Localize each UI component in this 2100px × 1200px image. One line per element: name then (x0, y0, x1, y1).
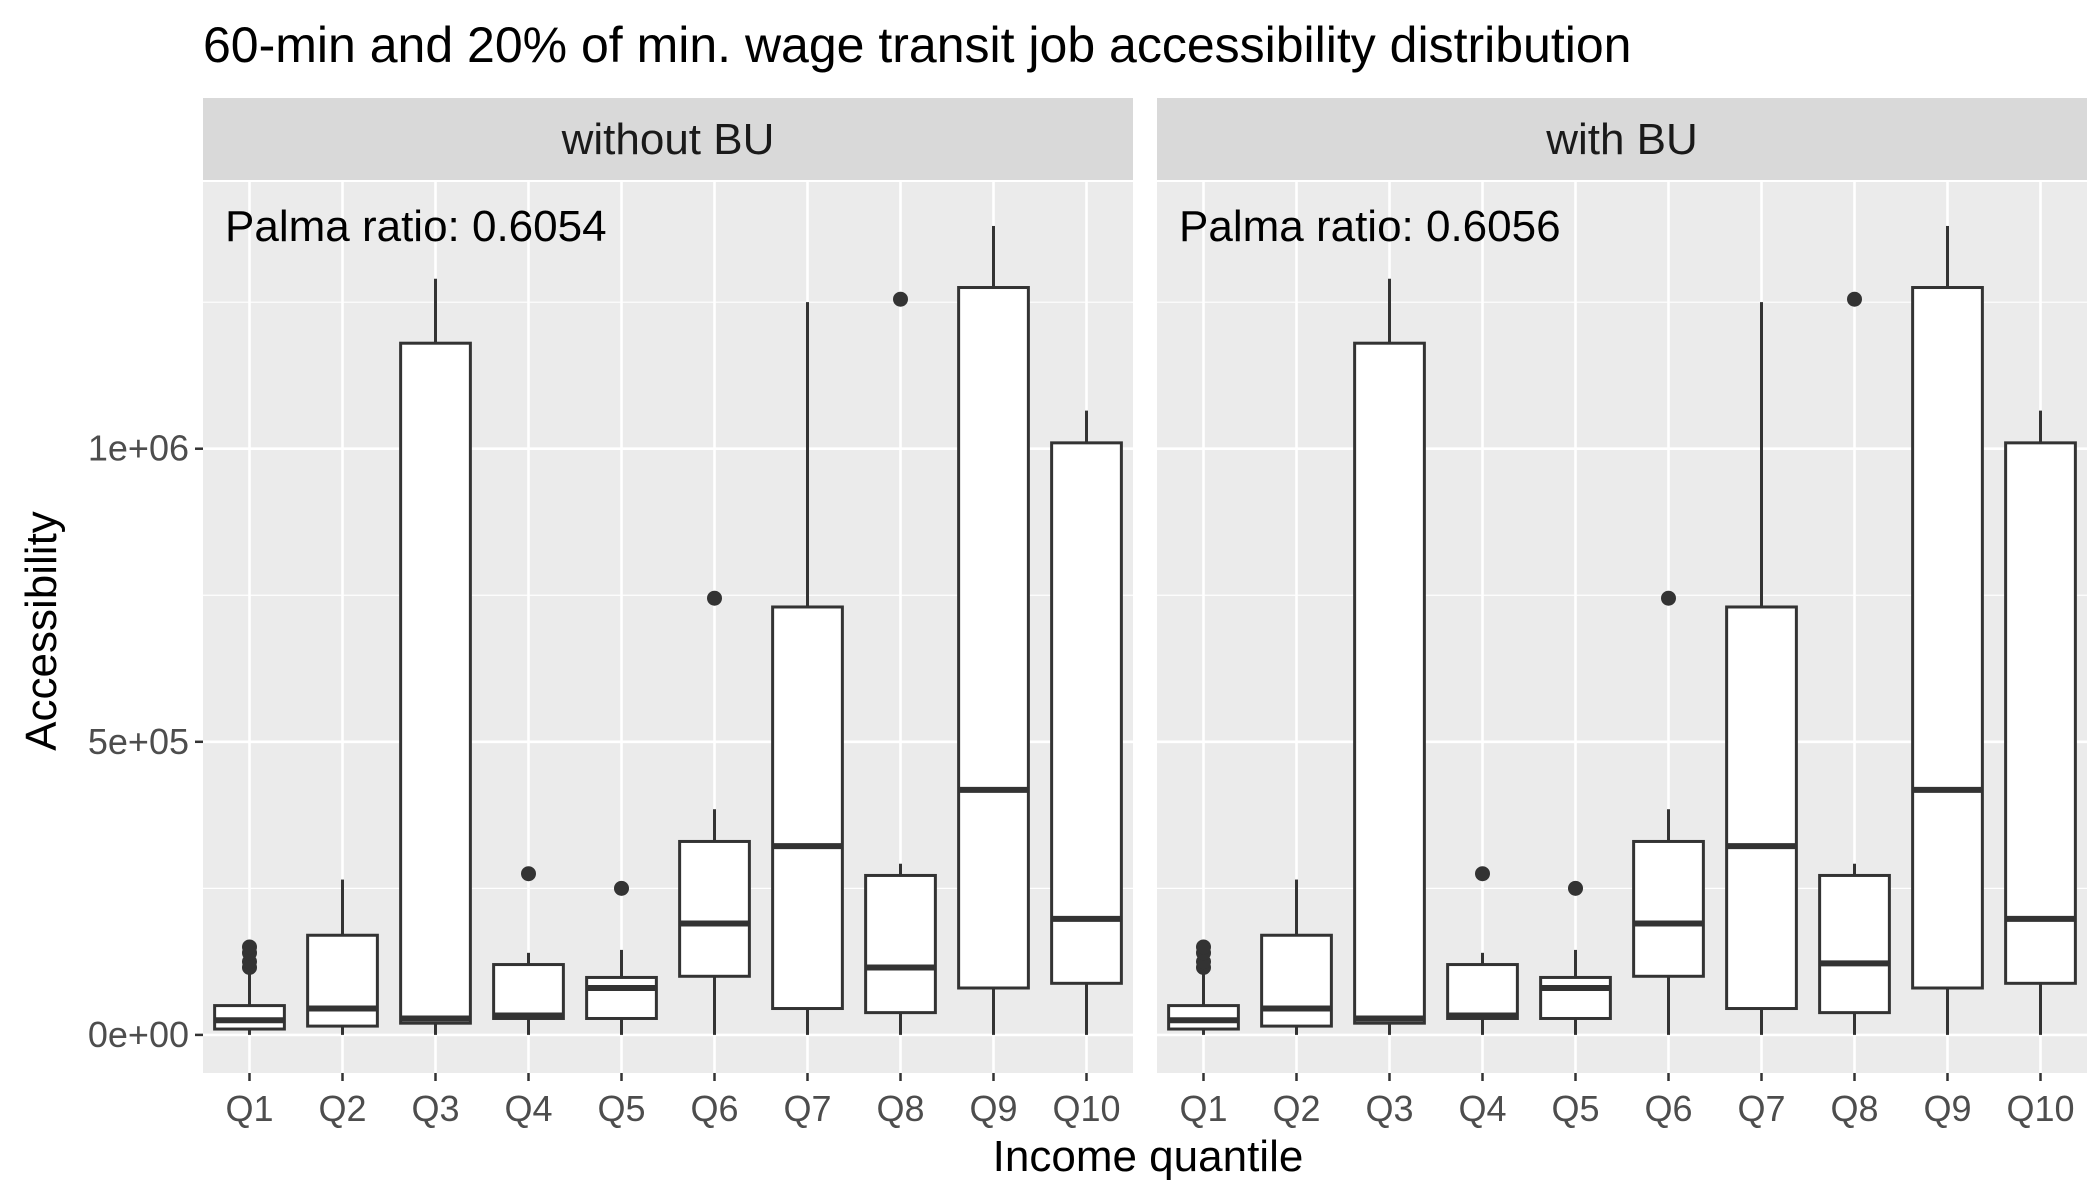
x-axis-label: Income quantile (993, 1132, 1304, 1181)
x-tick-label: Q4 (504, 1088, 552, 1129)
boxplot-q5 (1539, 880, 1612, 1035)
x-tick-label: Q2 (318, 1088, 366, 1129)
boxplot-q1 (1167, 939, 1240, 1035)
outlier-point (1568, 880, 1583, 896)
boxplot-q10 (2004, 410, 2077, 1035)
x-tick-label: Q5 (1551, 1088, 1599, 1129)
boxplot-q7 (1725, 302, 1798, 1035)
outlier-point (242, 939, 257, 955)
boxplot-q5 (585, 880, 658, 1035)
box-iqr (864, 873, 937, 1015)
boxplot-q6 (1632, 590, 1705, 1035)
x-tick-label: Q7 (783, 1088, 831, 1129)
chart-title: 60-min and 20% of min. wage transit job … (203, 17, 1631, 73)
boxplot-q1 (213, 939, 286, 1035)
box-iqr (492, 963, 565, 1020)
x-tick-label: Q8 (1830, 1088, 1878, 1129)
box-iqr (306, 933, 379, 1028)
box-iqr (1818, 873, 1891, 1015)
y-tick-label: 1e+06 (88, 428, 189, 469)
box-iqr (1632, 839, 1705, 978)
outlier-point (521, 866, 536, 882)
x-tick-label: Q3 (1365, 1088, 1413, 1129)
box-iqr (1539, 975, 1612, 1020)
outlier-point (1661, 590, 1676, 606)
outlier-point (1196, 939, 1211, 955)
palma-ratio-annotation: Palma ratio: 0.6054 (225, 202, 607, 251)
y-axis: 0e+00 5e+05 1e+06 (88, 428, 203, 1055)
x-tick-label: Q3 (411, 1088, 459, 1129)
boxplot-q4 (1446, 866, 1519, 1035)
boxplot-q4 (492, 866, 565, 1035)
boxplot-q8 (864, 291, 937, 1035)
x-tick-label: Q1 (1179, 1088, 1227, 1129)
boxplot-q6 (678, 590, 751, 1035)
facet-strip (203, 98, 1133, 180)
x-tick-label: Q6 (690, 1088, 738, 1129)
box-iqr (771, 605, 844, 1011)
box-iqr (585, 975, 658, 1020)
boxplot-q8 (1818, 291, 1891, 1035)
y-tick-label: 0e+00 (88, 1014, 189, 1055)
x-tick-label: Q10 (2006, 1088, 2074, 1129)
box-iqr (1353, 341, 1426, 1025)
outlier-point (1847, 291, 1862, 307)
x-tick-label: Q2 (1272, 1088, 1320, 1129)
box-iqr (1260, 933, 1333, 1028)
y-axis-label: Accessibility (17, 511, 66, 751)
box-iqr (1725, 605, 1798, 1011)
x-tick-label: Q9 (1923, 1088, 1971, 1129)
boxplot-q10 (1050, 410, 1123, 1035)
facet-strip (1157, 98, 2087, 180)
boxplot-q2 (1260, 879, 1333, 1035)
outlier-point (614, 880, 629, 896)
box-iqr (2004, 441, 2077, 985)
box-iqr (957, 286, 1030, 990)
facet-panel: without BU Palma ratio: 0.6054 Q1 Q2 Q3 Q4 Q5 Q… (203, 98, 1133, 1129)
box-iqr (1911, 286, 1984, 990)
facet-panels: without BU Palma ratio: 0.6054 Q1 Q2 Q3 Q4 Q5 Q… (203, 98, 2087, 1129)
facet-strip-label: with BU (1545, 115, 1698, 164)
x-tick-label: Q8 (876, 1088, 924, 1129)
outlier-point (707, 590, 722, 606)
x-tick-label: Q9 (969, 1088, 1017, 1129)
x-tick-label: Q1 (225, 1088, 273, 1129)
palma-ratio-annotation: Palma ratio: 0.6056 (1179, 202, 1561, 251)
facet-panel: with BU Palma ratio: 0.6056 Q1 Q2 Q3 Q4 Q5 Q6 Q7… (1157, 98, 2087, 1129)
box-iqr (1050, 441, 1123, 985)
x-tick-label: Q10 (1052, 1088, 1120, 1129)
boxplot-q7 (771, 302, 844, 1035)
x-tick-label: Q5 (597, 1088, 645, 1129)
x-tick-label: Q4 (1458, 1088, 1506, 1129)
boxplot-q3 (1353, 278, 1426, 1035)
y-tick-label: 5e+05 (88, 721, 189, 762)
facet-strip-label: without BU (561, 115, 775, 164)
boxplot-q9 (1911, 225, 1984, 1035)
x-tick-label: Q7 (1737, 1088, 1785, 1129)
boxplot-q3 (399, 278, 472, 1035)
box-iqr (1446, 963, 1519, 1020)
boxplot-q9 (957, 225, 1030, 1035)
outlier-point (893, 291, 908, 307)
box-iqr (399, 341, 472, 1025)
x-tick-label: Q6 (1644, 1088, 1692, 1129)
boxplot-q2 (306, 879, 379, 1035)
box-iqr (678, 839, 751, 978)
outlier-point (1475, 866, 1490, 882)
